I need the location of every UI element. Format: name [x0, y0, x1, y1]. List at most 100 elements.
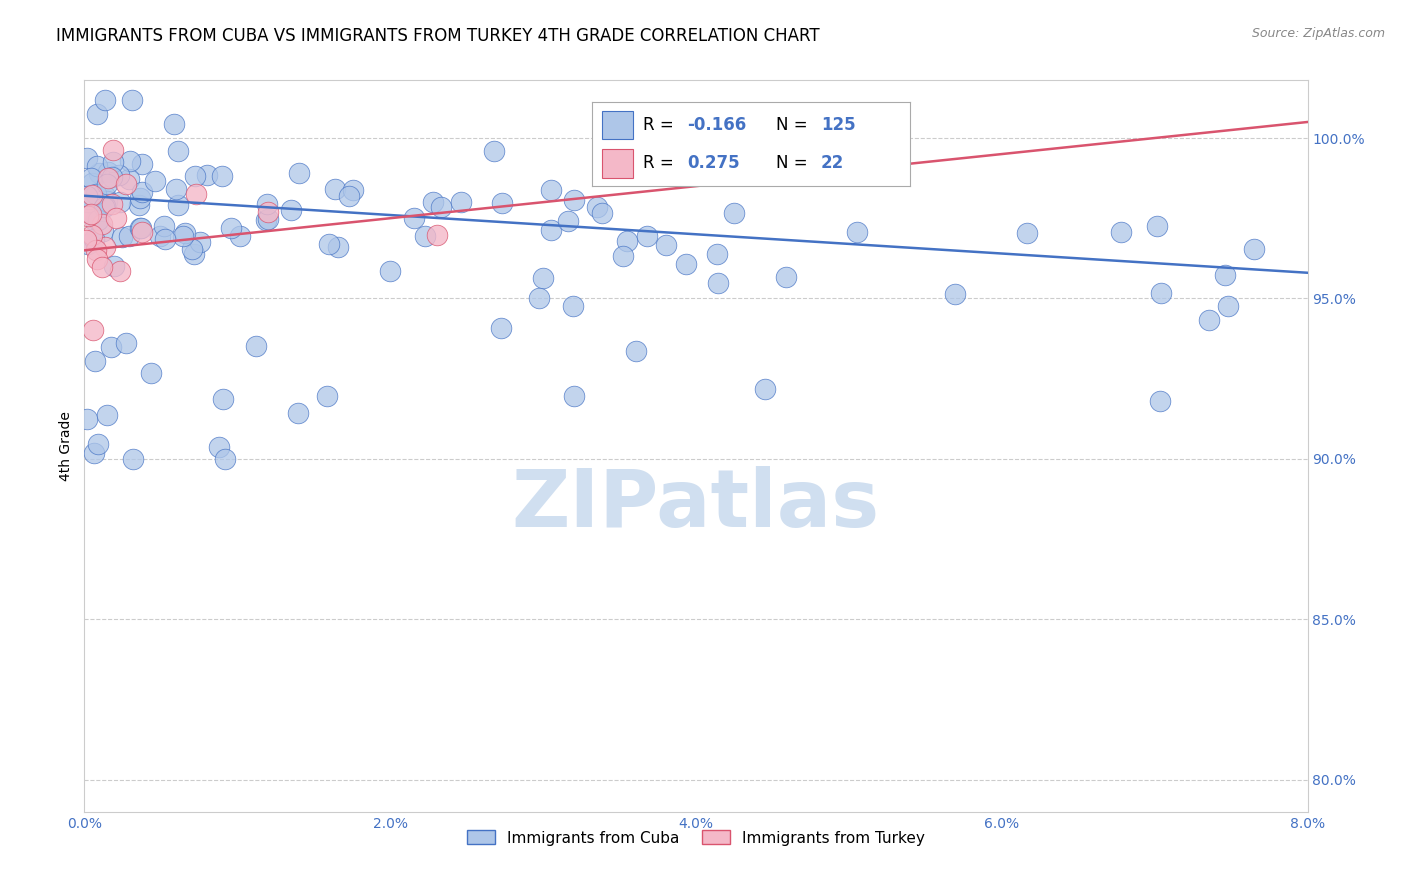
- Point: [413, 229, 436, 244]
- Point: [491, 320, 513, 334]
- Point: [845, 225, 868, 239]
- Point: [101, 196, 124, 211]
- Point: [378, 264, 401, 278]
- Point: [245, 339, 267, 353]
- Point: [1146, 219, 1168, 233]
- Text: IMMIGRANTS FROM CUBA VS IMMIGRANTS FROM TURKEY 4TH GRADE CORRELATION CHART: IMMIGRANTS FROM CUBA VS IMMIGRANTS FROM …: [56, 27, 820, 45]
- Point: [87, 213, 110, 227]
- Point: [167, 144, 190, 158]
- Point: [131, 156, 153, 170]
- Point: [612, 249, 634, 263]
- Point: [402, 211, 425, 225]
- Point: [181, 242, 204, 256]
- Point: [149, 228, 172, 243]
- Point: [115, 177, 138, 191]
- Point: [184, 187, 207, 202]
- Point: [94, 199, 117, 213]
- Point: [93, 189, 115, 203]
- Point: [624, 343, 647, 358]
- Point: [82, 228, 104, 243]
- Point: [174, 226, 197, 240]
- Point: [540, 183, 562, 197]
- Point: [190, 235, 212, 250]
- Point: [557, 214, 579, 228]
- Point: [586, 200, 609, 214]
- Point: [129, 221, 152, 235]
- Point: [1150, 285, 1173, 300]
- Point: [540, 222, 562, 236]
- Legend: Immigrants from Cuba, Immigrants from Turkey: Immigrants from Cuba, Immigrants from Tu…: [461, 824, 931, 852]
- Point: [84, 243, 107, 257]
- Point: [562, 389, 585, 403]
- Point: [101, 170, 124, 185]
- Point: [1243, 242, 1265, 256]
- Point: [86, 106, 108, 120]
- Point: [1017, 226, 1039, 240]
- Point: [83, 214, 105, 228]
- Point: [121, 452, 143, 467]
- Point: [616, 234, 638, 248]
- Point: [426, 227, 449, 242]
- Point: [280, 202, 302, 217]
- Point: [131, 185, 153, 199]
- Point: [97, 164, 120, 178]
- Point: [93, 200, 115, 214]
- Point: [87, 166, 110, 180]
- Point: [591, 206, 613, 220]
- Point: [86, 211, 108, 226]
- Point: [91, 217, 114, 231]
- Point: [110, 229, 132, 244]
- Point: [323, 182, 346, 196]
- Point: [75, 234, 97, 248]
- Point: [77, 236, 100, 251]
- Point: [82, 176, 104, 190]
- Point: [1109, 226, 1132, 240]
- Point: [121, 93, 143, 107]
- Point: [103, 259, 125, 273]
- Point: [636, 229, 658, 244]
- Point: [775, 269, 797, 284]
- Point: [76, 412, 98, 426]
- Point: [219, 221, 242, 235]
- Point: [117, 228, 139, 243]
- Point: [326, 240, 349, 254]
- Point: [79, 204, 101, 219]
- Point: [118, 172, 141, 186]
- Point: [153, 232, 176, 246]
- Point: [91, 260, 114, 274]
- Point: [97, 171, 120, 186]
- Point: [77, 194, 100, 209]
- Point: [108, 194, 131, 209]
- Point: [606, 161, 628, 176]
- Point: [1216, 299, 1239, 313]
- Point: [675, 257, 697, 271]
- Point: [83, 446, 105, 460]
- Point: [82, 323, 104, 337]
- Point: [318, 237, 340, 252]
- Point: [172, 228, 194, 243]
- Point: [101, 154, 124, 169]
- Point: [76, 189, 98, 203]
- Point: [94, 93, 117, 107]
- Point: [166, 197, 188, 211]
- Point: [562, 299, 585, 313]
- Point: [1198, 312, 1220, 326]
- Point: [76, 151, 98, 165]
- Point: [527, 291, 550, 305]
- Point: [86, 437, 108, 451]
- Text: ZIPatlas: ZIPatlas: [512, 466, 880, 543]
- Point: [211, 392, 233, 406]
- Point: [342, 183, 364, 197]
- Point: [100, 340, 122, 354]
- Point: [254, 213, 277, 227]
- Point: [945, 287, 967, 301]
- Point: [129, 191, 152, 205]
- Point: [257, 211, 280, 226]
- Point: [101, 144, 124, 158]
- Point: [83, 232, 105, 246]
- Point: [108, 264, 131, 278]
- Point: [229, 228, 252, 243]
- Point: [491, 195, 513, 210]
- Point: [450, 195, 472, 210]
- Point: [80, 188, 103, 202]
